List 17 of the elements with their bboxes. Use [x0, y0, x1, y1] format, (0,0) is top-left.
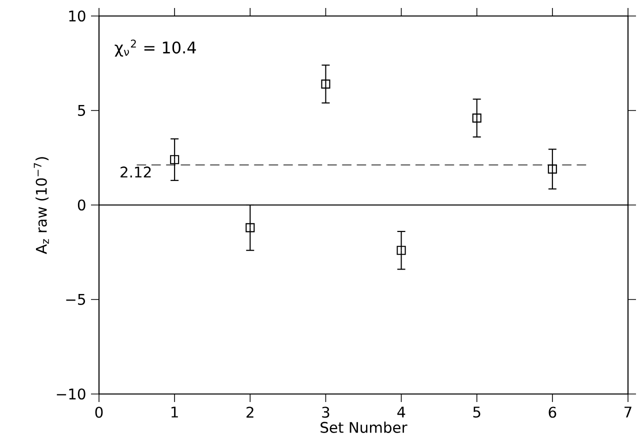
x-tick-label: 7 [624, 406, 632, 418]
ref-line-label: 2.12 [120, 166, 151, 178]
y-tick-label: 5 [78, 105, 86, 116]
x-tick-label: 4 [397, 406, 406, 418]
annotation: χ$_{ν}$$^{2}$ = 10.4 [114, 40, 196, 57]
y-axis-title: A$_{z}$ raw (10$^{−7}$) [34, 157, 49, 254]
x-tick-label: 2 [246, 406, 254, 418]
x-tick-label: 1 [172, 406, 178, 418]
y-tick-label: −10 [56, 388, 86, 400]
y-tick-label: 0 [78, 199, 86, 211]
y-tick-label: −5 [66, 294, 86, 305]
x-axis-title: Set Number [320, 422, 408, 433]
x-tick-label: 6 [548, 406, 556, 418]
y-tick-label: 10 [69, 10, 86, 22]
x-tick-label: 5 [473, 406, 480, 418]
x-tick-label: 0 [95, 406, 103, 418]
x-tick-label: 3 [322, 406, 330, 418]
